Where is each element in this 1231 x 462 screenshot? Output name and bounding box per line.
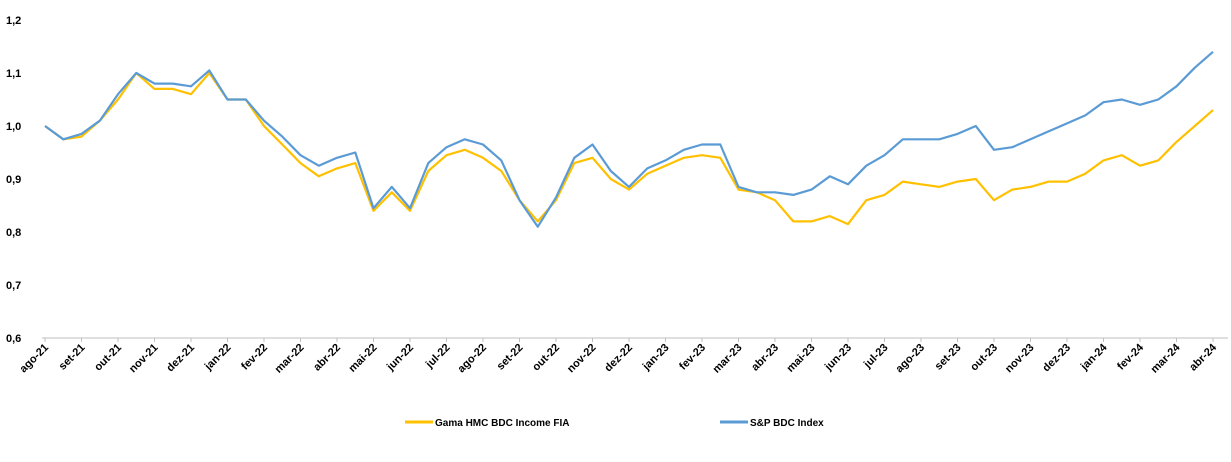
x-tick-label: out-22	[530, 342, 562, 374]
x-tick-label: jan-22	[202, 342, 234, 374]
y-tick-label: 1,1	[6, 68, 21, 80]
x-tick-label: mar-24	[1149, 341, 1184, 376]
x-tick-label: mai-22	[346, 342, 379, 375]
y-tick-label: 0,9	[6, 174, 21, 186]
y-tick-label: 1,2	[6, 15, 21, 27]
x-tick-label: set-23	[933, 342, 964, 373]
y-tick-label: 1,0	[6, 121, 21, 133]
y-tick-label: 0,7	[6, 280, 21, 292]
x-tick-label: ago-23	[894, 342, 928, 376]
x-tick-label: nov-22	[565, 342, 599, 376]
x-tick-label: jun-22	[384, 342, 416, 374]
x-tick-label: out-23	[968, 342, 1000, 374]
x-tick-label: ago-21	[18, 342, 52, 376]
x-tick-label: fev-23	[677, 342, 708, 373]
x-tick-label: set-21	[57, 342, 88, 373]
x-tick-label: dez-21	[164, 342, 197, 375]
x-tick-label: out-21	[92, 342, 124, 374]
legend-label: S&P BDC Index	[750, 418, 824, 429]
x-tick-label: fev-24	[1115, 341, 1147, 373]
x-tick-label: dez-22	[602, 342, 635, 375]
x-tick-label: abr-22	[311, 342, 343, 374]
series-line	[44, 50, 1214, 228]
x-tick-label: jun-23	[822, 342, 854, 374]
x-tick-label: set-22	[495, 342, 526, 373]
x-tick-label: jul-23	[861, 342, 891, 372]
x-tick-label: mar-22	[273, 342, 307, 376]
x-tick-label: jan-24	[1078, 341, 1110, 373]
x-tick-label: nov-23	[1003, 342, 1037, 376]
x-tick-label: nov-21	[127, 342, 161, 376]
x-tick-label: jan-23	[640, 342, 672, 374]
x-tick-label: abr-23	[749, 342, 781, 374]
x-tick-label: mar-23	[711, 342, 745, 376]
x-tick-label: ago-22	[456, 342, 490, 376]
x-tick-label: fev-22	[239, 342, 270, 373]
y-tick-label: 0,6	[6, 333, 21, 345]
x-tick-label: abr-24	[1187, 341, 1219, 373]
y-tick-label: 0,8	[6, 227, 21, 239]
series-line	[44, 71, 1214, 226]
x-tick-label: mai-23	[784, 342, 817, 375]
x-tick-label: jul-22	[423, 342, 453, 372]
x-tick-label: dez-23	[1040, 342, 1073, 375]
legend-label: Gama HMC BDC Income FIA	[435, 418, 569, 429]
